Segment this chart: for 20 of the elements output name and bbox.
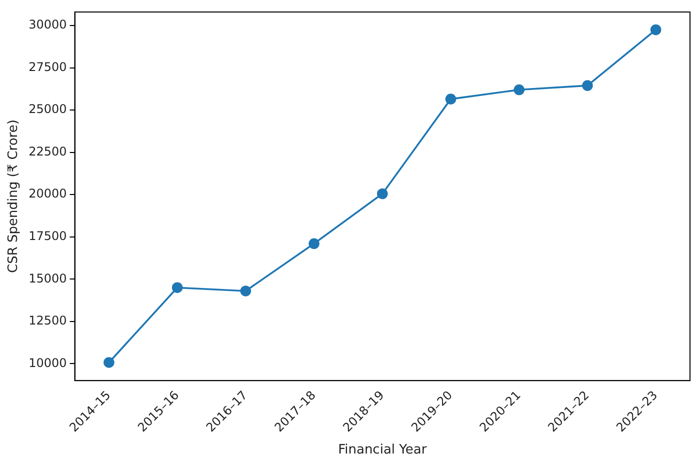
y-tick-label: 10000 bbox=[28, 356, 67, 370]
y-tick-label: 30000 bbox=[28, 18, 67, 32]
y-tick-label: 20000 bbox=[28, 186, 67, 201]
point bbox=[376, 188, 388, 200]
y-axis-title: CSR Spending (₹ Crore) bbox=[6, 120, 22, 274]
point bbox=[172, 282, 183, 293]
y-tick-label: 15000 bbox=[28, 271, 67, 286]
point bbox=[308, 238, 320, 250]
point bbox=[104, 357, 114, 368]
point bbox=[650, 24, 662, 36]
y-tick-label: 22500 bbox=[28, 144, 67, 158]
x-axis-title: Financial Year bbox=[338, 442, 428, 458]
point bbox=[445, 94, 456, 104]
y-tick-label: 17500 bbox=[28, 228, 67, 243]
y-tick-label: 25000 bbox=[28, 102, 67, 116]
point bbox=[514, 84, 525, 96]
point bbox=[240, 286, 252, 296]
y-tick-label: 12500 bbox=[28, 314, 67, 328]
y-tick-label: 27500 bbox=[28, 60, 67, 74]
point bbox=[582, 80, 593, 91]
